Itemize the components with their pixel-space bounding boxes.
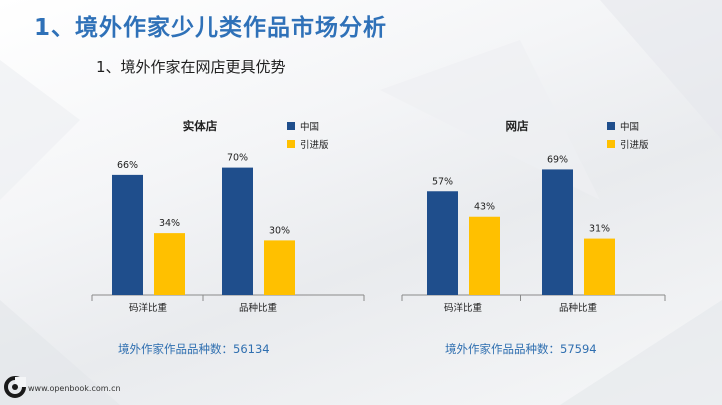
bar-data-label: 57% [432,176,453,187]
category-label: 码洋比重 [444,302,483,314]
legend-label: 中国 [300,121,319,133]
legend-label: 引进版 [300,139,329,151]
bar-china [222,167,253,295]
page-subtitle: 1、境外作家在网店更具优势 [96,58,286,76]
legend-label: 引进版 [620,139,649,151]
page-title: 1、境外作家少儿类作品市场分析 [34,15,388,41]
bar-imported [154,233,185,295]
chart-title: 网店 [506,119,529,133]
bar-data-label: 34% [159,218,180,229]
chart-title: 实体店 [183,119,218,133]
legend-swatch [287,122,295,130]
legend-swatch [607,140,615,148]
summary-physical-store: 境外作家作品品种数：56134 [118,342,270,356]
bar-imported [469,216,500,295]
bar-data-label: 31% [589,224,610,235]
bar-china [427,191,458,295]
bar-china [542,169,573,295]
legend-swatch [607,122,615,130]
summary-online-store: 境外作家作品品种数：57594 [445,342,597,356]
bar-data-label: 30% [269,225,290,236]
legend-swatch [287,140,295,148]
category-label: 码洋比重 [129,302,168,314]
bar-data-label: 70% [227,153,248,164]
bar-data-label: 66% [117,160,138,171]
bar-china [112,174,143,295]
bar-imported [264,240,295,295]
category-label: 品种比重 [559,302,598,314]
legend-label: 中国 [620,121,639,133]
footer-url: www.openbook.com.cn [28,384,121,393]
category-label: 品种比重 [239,302,278,314]
openbook-logo-icon [4,376,26,398]
bar-imported [584,238,615,295]
bar-data-label: 43% [474,202,495,213]
bar-data-label: 69% [547,154,568,165]
